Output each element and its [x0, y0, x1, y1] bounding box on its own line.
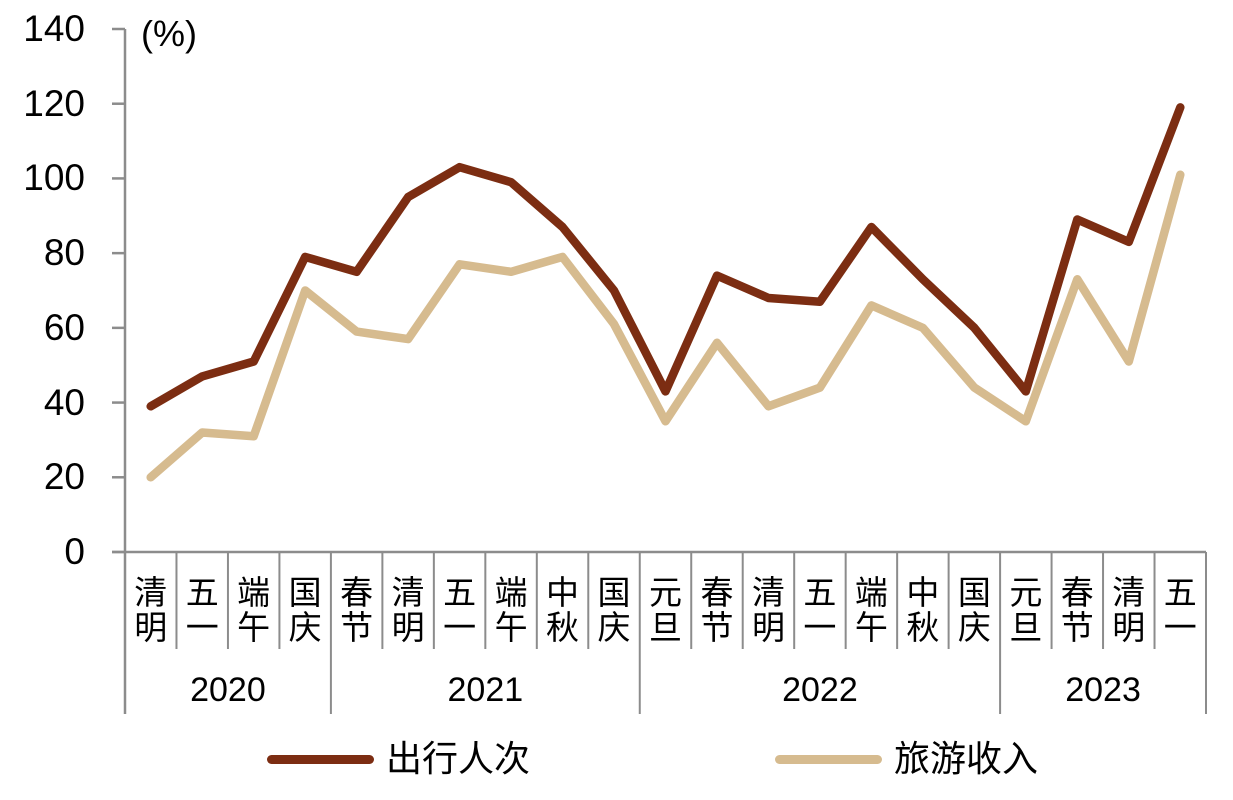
x-axis-label: 五一	[803, 574, 837, 646]
y-axis-tick-label: 80	[43, 232, 85, 274]
x-axis-label: 五一	[443, 574, 477, 646]
year-label: 2020	[190, 671, 266, 709]
x-axis-label: 清明	[134, 574, 168, 646]
x-axis-label: 春节	[340, 574, 374, 646]
year-label: 2021	[447, 671, 524, 709]
y-axis-tick-label: 120	[23, 82, 85, 124]
x-axis-label: 五一	[1163, 574, 1197, 646]
y-axis-tick-label: 140	[23, 8, 85, 49]
x-axis-label: 国庆	[597, 574, 631, 646]
y-axis-tick-label: 40	[43, 381, 85, 423]
y-axis-unit-label: (%)	[141, 13, 197, 54]
x-axis-label: 清明	[751, 574, 785, 646]
series-line-1	[146, 170, 1185, 482]
series-line-0	[146, 103, 1185, 411]
x-axis-label: 国庆	[957, 574, 991, 646]
y-axis-tick-label: 60	[43, 306, 85, 348]
x-axis-label: 中秋	[906, 574, 940, 646]
x-axis-label: 元旦	[1009, 574, 1043, 646]
x-axis-label: 国庆	[288, 574, 322, 646]
x-axis-label: 中秋	[546, 574, 580, 646]
x-axis-label: 春节	[700, 574, 734, 646]
x-axis-label: 元旦	[648, 574, 682, 646]
x-axis-label: 清明	[1112, 574, 1146, 646]
year-label: 2022	[782, 671, 858, 709]
y-axis-tick-label: 100	[23, 157, 85, 199]
x-axis-label: 端午	[237, 574, 271, 646]
x-axis-label: 端午	[854, 574, 888, 646]
y-axis-tick-label: 0	[64, 531, 85, 572]
x-axis-label: 五一	[185, 574, 219, 646]
x-axis-label: 春节	[1060, 574, 1094, 646]
year-label: 2023	[1065, 671, 1141, 709]
y-axis-tick-label: 20	[43, 456, 85, 498]
x-axis-label: 清明	[391, 574, 425, 646]
x-axis-label: 端午	[494, 574, 528, 646]
